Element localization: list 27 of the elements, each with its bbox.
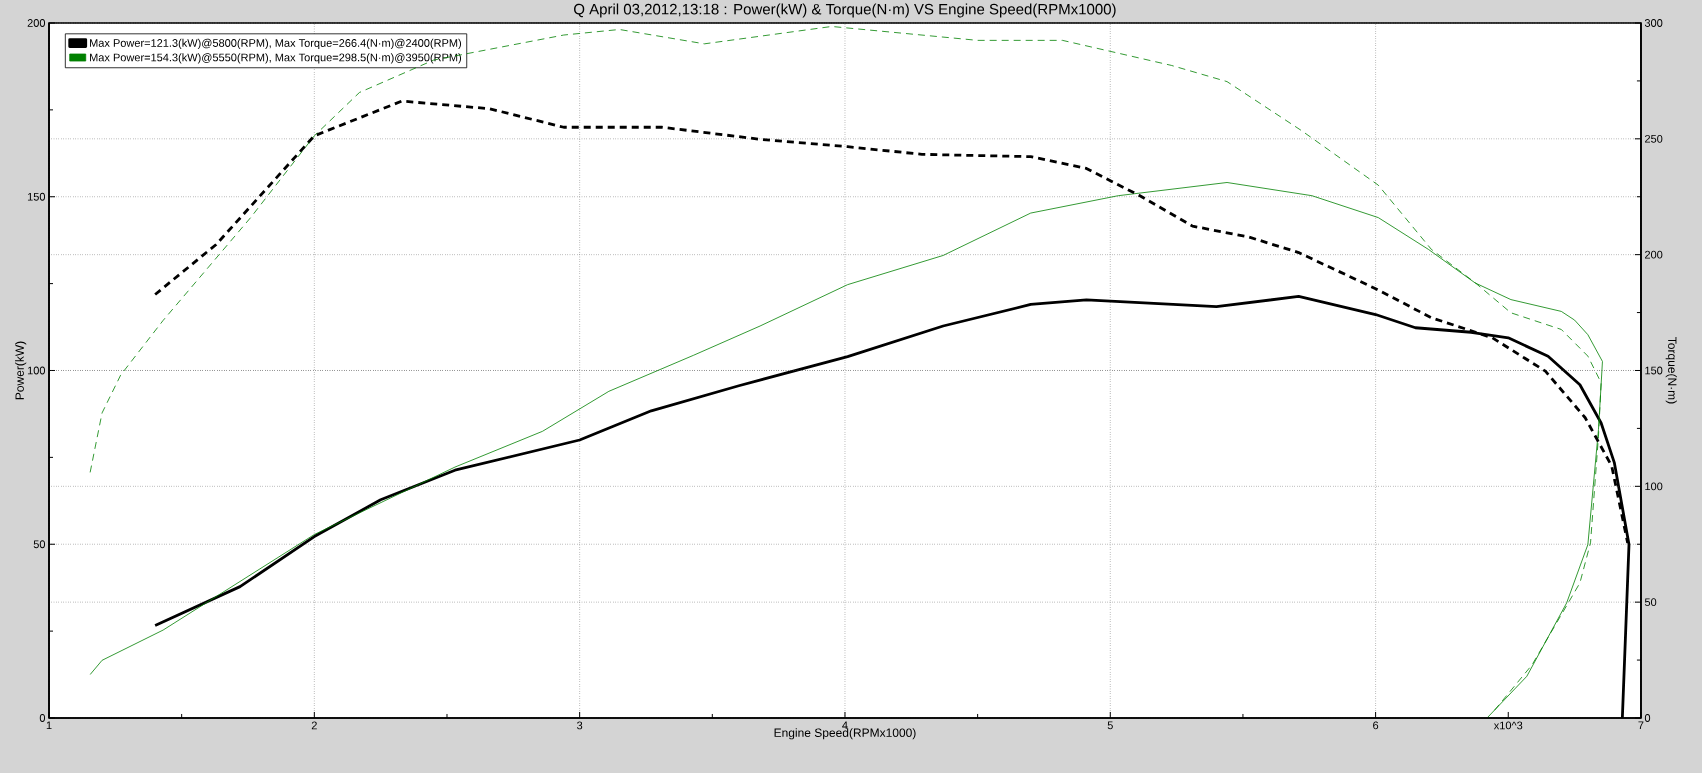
x-tick-label: 5 — [1107, 721, 1113, 730]
x-tick-label: 6 — [1373, 721, 1379, 730]
y2-tick-label: 200 — [1645, 250, 1663, 259]
x-tick-label: 7 — [1638, 721, 1644, 730]
x-tick-label: 3 — [577, 721, 583, 730]
chart-title: Q April 03,2012,13:18 : Power(kW) & Torque(N·m) VS Engine Speed(RPMx1000) — [574, 3, 1116, 18]
y2-axis-title: Torque(N·m) — [1665, 337, 1677, 404]
x-axis-title: Engine Speed(RPMx1000) — [774, 728, 916, 740]
x-tick-label: 1 — [46, 721, 52, 730]
y2-tick-label: 300 — [1644, 19, 1663, 27]
y-tick-label: 200 — [27, 19, 46, 27]
x-tick-label: 2 — [311, 721, 317, 730]
y2-tick-label: 50 — [1644, 598, 1657, 607]
y-tick-label: 100 — [27, 366, 46, 375]
x-tick-label: 4 — [842, 721, 848, 730]
legend-label: Max Power=121.3(kW)@5800(RPM), Max Torque=266.4(N·m)@2400(RPM) — [90, 38, 462, 50]
y2-tick-label: 100 — [1645, 482, 1663, 491]
y2-tick-label: 0 — [1644, 714, 1651, 722]
y-tick-label: 0 — [39, 714, 46, 722]
y-tick-label: 50 — [33, 540, 46, 549]
line-series — [89, 26, 1602, 714]
y-axis-title: Power(kW) — [15, 341, 27, 400]
y-tick-label: 150 — [27, 192, 46, 201]
y2-tick-label: 150 — [1645, 366, 1663, 375]
x-tick-label: x10^3 — [1493, 721, 1523, 730]
legend-label: Max Power=154.3(kW)@5550(RPM), Max Torque=298.5(N·m)@3950(RPM) — [90, 53, 462, 64]
y2-tick-label: 250 — [1645, 134, 1663, 143]
